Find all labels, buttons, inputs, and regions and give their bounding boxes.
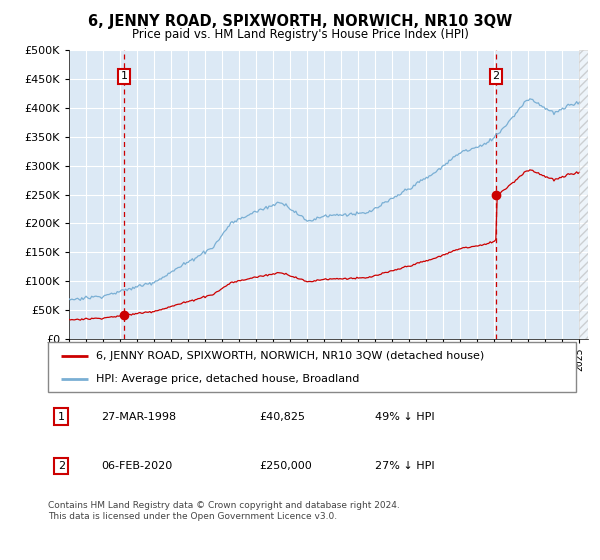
Text: Contains HM Land Registry data © Crown copyright and database right 2024.
This d: Contains HM Land Registry data © Crown c… <box>48 501 400 521</box>
Text: 27% ↓ HPI: 27% ↓ HPI <box>376 461 435 471</box>
Text: 27-MAR-1998: 27-MAR-1998 <box>101 412 176 422</box>
Text: 1: 1 <box>58 412 65 422</box>
Text: 2: 2 <box>493 71 500 81</box>
FancyBboxPatch shape <box>48 342 576 392</box>
Text: £40,825: £40,825 <box>259 412 305 422</box>
Text: 1: 1 <box>121 71 127 81</box>
Text: 2: 2 <box>58 461 65 471</box>
Text: Price paid vs. HM Land Registry's House Price Index (HPI): Price paid vs. HM Land Registry's House … <box>131 28 469 41</box>
Text: 6, JENNY ROAD, SPIXWORTH, NORWICH, NR10 3QW (detached house): 6, JENNY ROAD, SPIXWORTH, NORWICH, NR10 … <box>95 351 484 361</box>
Text: 49% ↓ HPI: 49% ↓ HPI <box>376 412 435 422</box>
Text: 6, JENNY ROAD, SPIXWORTH, NORWICH, NR10 3QW: 6, JENNY ROAD, SPIXWORTH, NORWICH, NR10 … <box>88 14 512 29</box>
Text: 06-FEB-2020: 06-FEB-2020 <box>101 461 172 471</box>
Text: £250,000: £250,000 <box>259 461 312 471</box>
Text: HPI: Average price, detached house, Broadland: HPI: Average price, detached house, Broa… <box>95 375 359 384</box>
